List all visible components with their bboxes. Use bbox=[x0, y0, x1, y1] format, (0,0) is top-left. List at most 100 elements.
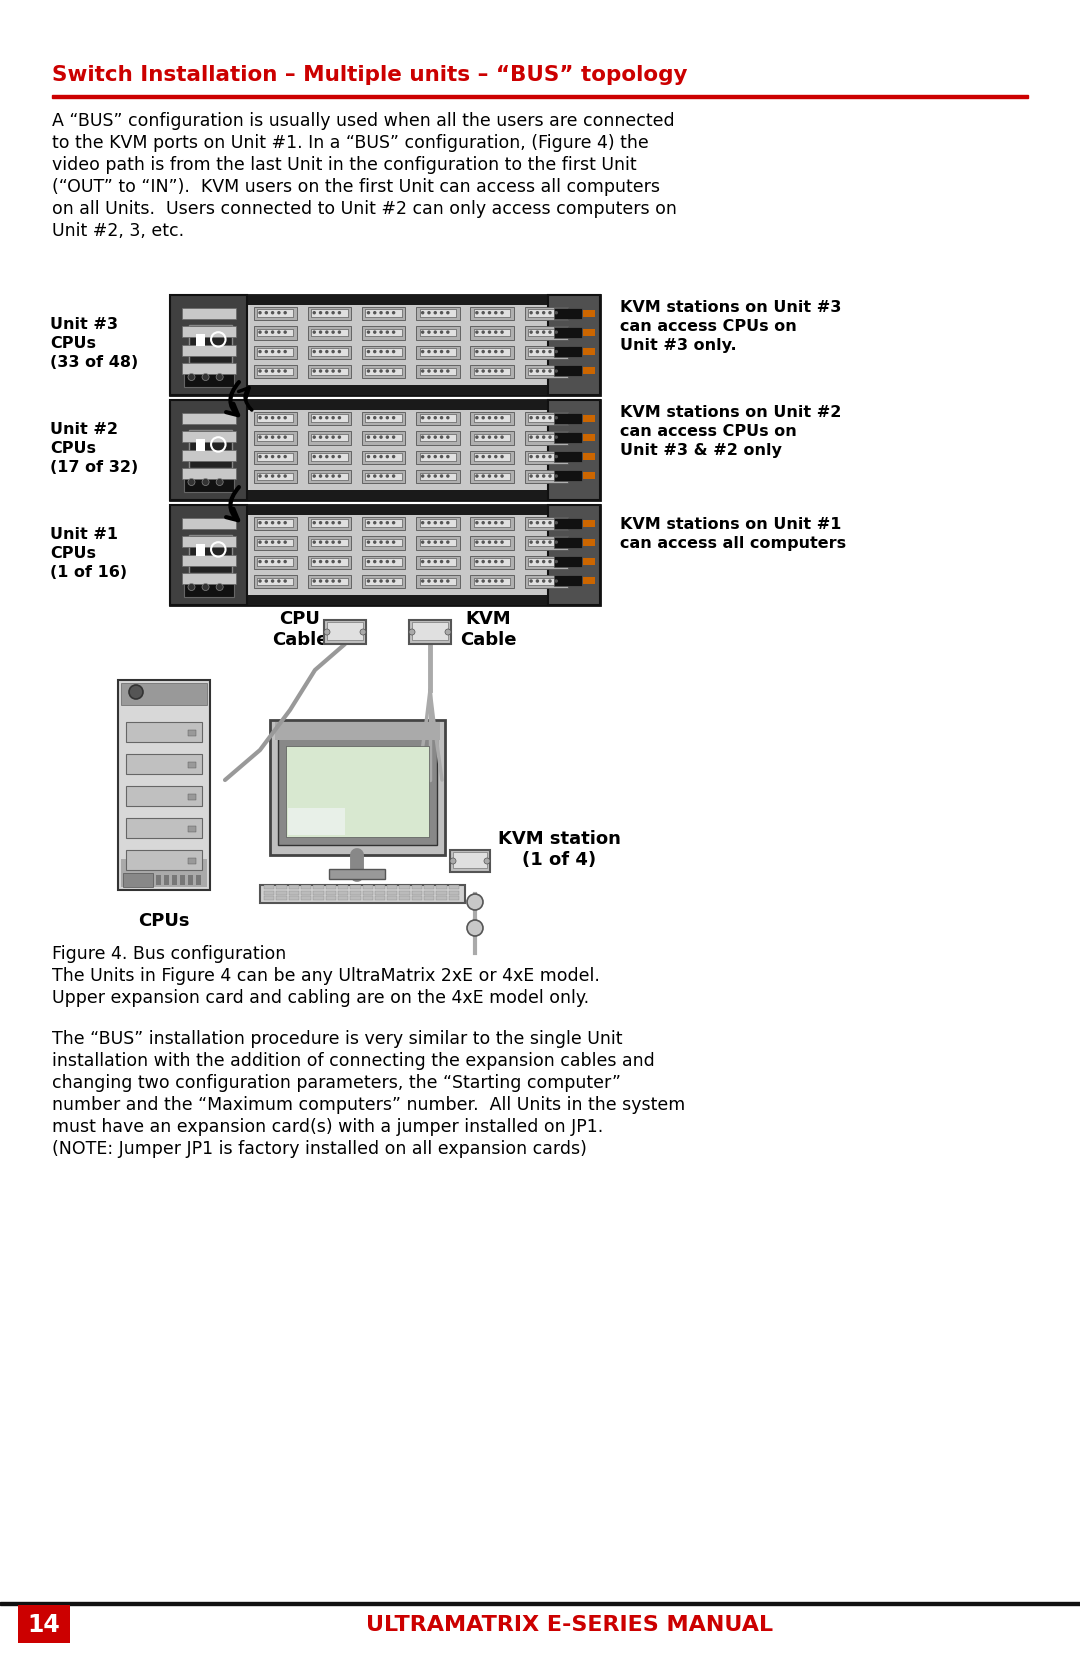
Text: CPUs: CPUs bbox=[50, 335, 96, 350]
Circle shape bbox=[549, 330, 552, 334]
Bar bbox=[327, 623, 363, 639]
Bar bbox=[474, 367, 510, 376]
Bar bbox=[525, 556, 568, 569]
Circle shape bbox=[312, 416, 316, 419]
Bar bbox=[416, 517, 460, 531]
Circle shape bbox=[265, 436, 268, 439]
Circle shape bbox=[258, 310, 261, 314]
Bar bbox=[170, 491, 600, 501]
Circle shape bbox=[379, 350, 382, 354]
Bar bbox=[301, 896, 311, 901]
Circle shape bbox=[446, 369, 449, 372]
Circle shape bbox=[536, 416, 539, 419]
Bar bbox=[156, 875, 161, 885]
Circle shape bbox=[446, 330, 449, 334]
Circle shape bbox=[475, 436, 478, 439]
Bar bbox=[420, 472, 456, 481]
Circle shape bbox=[373, 456, 377, 459]
Circle shape bbox=[373, 541, 377, 544]
Circle shape bbox=[271, 416, 274, 419]
Circle shape bbox=[549, 369, 552, 372]
Bar bbox=[471, 556, 514, 569]
Circle shape bbox=[542, 350, 545, 354]
Circle shape bbox=[379, 456, 382, 459]
Circle shape bbox=[271, 369, 274, 372]
Circle shape bbox=[278, 521, 281, 524]
Bar bbox=[52, 95, 1028, 98]
Bar bbox=[126, 754, 202, 774]
Circle shape bbox=[409, 629, 415, 634]
Circle shape bbox=[283, 416, 287, 419]
Circle shape bbox=[440, 416, 443, 419]
Bar bbox=[254, 307, 297, 320]
Circle shape bbox=[549, 521, 552, 524]
Circle shape bbox=[392, 350, 395, 354]
Bar bbox=[474, 454, 510, 461]
Circle shape bbox=[440, 541, 443, 544]
Circle shape bbox=[542, 456, 545, 459]
Bar bbox=[362, 431, 405, 444]
Circle shape bbox=[258, 474, 261, 477]
Bar bbox=[583, 310, 595, 317]
Circle shape bbox=[494, 474, 498, 477]
Circle shape bbox=[312, 579, 316, 582]
Circle shape bbox=[488, 474, 491, 477]
Circle shape bbox=[367, 350, 370, 354]
Circle shape bbox=[440, 350, 443, 354]
Circle shape bbox=[325, 456, 328, 459]
Circle shape bbox=[500, 310, 503, 314]
Circle shape bbox=[338, 310, 341, 314]
Bar bbox=[474, 309, 510, 317]
Bar bbox=[362, 517, 405, 531]
Circle shape bbox=[386, 310, 389, 314]
Text: (1 of 16): (1 of 16) bbox=[50, 566, 127, 581]
Circle shape bbox=[338, 350, 341, 354]
Circle shape bbox=[312, 541, 316, 544]
Bar bbox=[474, 577, 510, 586]
Text: to the KVM ports on Unit #1. In a “BUS” configuration, (Figure 4) the: to the KVM ports on Unit #1. In a “BUS” … bbox=[52, 134, 649, 152]
Circle shape bbox=[283, 369, 287, 372]
Circle shape bbox=[392, 541, 395, 544]
Circle shape bbox=[312, 521, 316, 524]
Bar bbox=[554, 471, 582, 481]
Text: CPUs: CPUs bbox=[138, 911, 190, 930]
Circle shape bbox=[338, 541, 341, 544]
Circle shape bbox=[428, 474, 431, 477]
Circle shape bbox=[265, 456, 268, 459]
Bar bbox=[554, 576, 582, 586]
Bar bbox=[308, 471, 351, 484]
Bar bbox=[375, 891, 386, 895]
Bar bbox=[471, 345, 514, 359]
Bar bbox=[471, 536, 514, 549]
Text: (17 of 32): (17 of 32) bbox=[50, 461, 138, 476]
Circle shape bbox=[494, 541, 498, 544]
Bar bbox=[365, 309, 402, 317]
Bar bbox=[362, 307, 405, 320]
Circle shape bbox=[433, 330, 437, 334]
Circle shape bbox=[488, 436, 491, 439]
Bar bbox=[528, 472, 565, 481]
Circle shape bbox=[367, 330, 370, 334]
Bar bbox=[180, 875, 185, 885]
Text: number and the “Maximum computers” number.  All Units in the system: number and the “Maximum computers” numbe… bbox=[52, 1097, 685, 1113]
Bar bbox=[416, 307, 460, 320]
Bar bbox=[528, 539, 565, 546]
Circle shape bbox=[554, 310, 558, 314]
Circle shape bbox=[433, 310, 437, 314]
Circle shape bbox=[332, 541, 335, 544]
Bar bbox=[474, 557, 510, 566]
Circle shape bbox=[278, 330, 281, 334]
Bar bbox=[181, 327, 235, 337]
Bar bbox=[311, 577, 348, 586]
Bar bbox=[254, 431, 297, 444]
Bar bbox=[181, 517, 235, 529]
Circle shape bbox=[440, 474, 443, 477]
Bar bbox=[170, 506, 600, 604]
Circle shape bbox=[554, 541, 558, 544]
Circle shape bbox=[494, 436, 498, 439]
Circle shape bbox=[482, 456, 485, 459]
Circle shape bbox=[529, 559, 532, 564]
Bar bbox=[170, 506, 600, 516]
Circle shape bbox=[529, 350, 532, 354]
Circle shape bbox=[319, 310, 322, 314]
